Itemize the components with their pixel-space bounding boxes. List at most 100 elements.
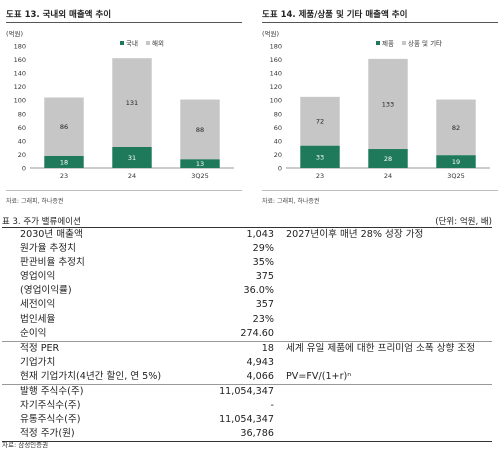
legend-label: 국내 bbox=[126, 39, 138, 48]
table-row: 판관비율 추정치 35% bbox=[2, 256, 492, 270]
y-tick-label: 20 bbox=[18, 151, 26, 159]
bar-top bbox=[368, 58, 408, 150]
y-tick-label: 160 bbox=[14, 56, 26, 64]
chart-product-merch-sales: 도표 14. 제품/상품 및 기타 매출액 추이 (억원) 0 20 40 60 80 10… bbox=[258, 0, 498, 215]
row-note bbox=[276, 298, 492, 312]
y-tick-label: 100 bbox=[14, 97, 26, 105]
data-label: 88 bbox=[196, 126, 204, 134]
table-row: 적정 주가(원) 36,786 bbox=[2, 426, 492, 442]
source-rule bbox=[6, 190, 242, 191]
row-label: 발행 주식수(주) bbox=[2, 383, 192, 399]
table-row: 기업가치 4,943 bbox=[2, 356, 492, 370]
row-note bbox=[276, 284, 492, 298]
row-value: - bbox=[270, 399, 274, 411]
table-row: 적정 PER 18 세계 유일 제품에 대한 프리미엄 소폭 상향 조정 bbox=[2, 340, 492, 356]
chart-svg: (억원) 0 20 40 60 80 100 120 140 160 180 33 72 23 28 133 2… bbox=[262, 29, 490, 180]
row-value: 23% bbox=[252, 313, 274, 325]
row-note bbox=[276, 312, 492, 326]
y-tick-label: 60 bbox=[274, 124, 282, 132]
y-unit-label: (억원) bbox=[262, 29, 279, 38]
y-tick-label: 180 bbox=[270, 43, 282, 51]
legend-label: 제품 bbox=[382, 40, 394, 48]
data-label: 31 bbox=[128, 154, 136, 162]
row-value: 11,054,347 bbox=[219, 413, 274, 425]
row-value: 11,054,347 bbox=[192, 383, 276, 399]
x-tick-label: 23 bbox=[60, 172, 68, 180]
row-label: 법인세율 bbox=[20, 313, 56, 325]
row-note: 세계 유일 제품에 대한 프리미엄 소폭 상향 조정 bbox=[276, 340, 492, 356]
row-note bbox=[276, 383, 492, 399]
legend-label: 상품 및 기타 bbox=[408, 39, 442, 48]
row-note bbox=[276, 399, 492, 413]
row-note: 2027년이후 매년 28% 성장 가정 bbox=[276, 227, 492, 242]
row-label: (영업이익률) bbox=[20, 285, 72, 297]
y-tick-label: 0 bbox=[22, 165, 26, 173]
row-note bbox=[276, 356, 492, 370]
row-value: 1,043 bbox=[192, 227, 276, 242]
chart-domestic-overseas-sales: 도표 13. 국내외 매출액 추이 (억원) 0 20 40 60 80 100 120 140… bbox=[2, 0, 242, 215]
x-tick-label: 3Q25 bbox=[447, 172, 465, 180]
bar-bottom bbox=[368, 149, 408, 168]
y-tick-label: 40 bbox=[274, 137, 282, 145]
bar-top bbox=[112, 58, 152, 147]
table-row: 법인세율 23% bbox=[2, 312, 492, 326]
table-row: 순이익 274.60 bbox=[2, 327, 492, 342]
table-row: 유통주식수(주) 11,054,347 bbox=[2, 413, 492, 427]
chart-source: 자료: 그래피, 하나증권 bbox=[6, 198, 64, 205]
row-note bbox=[276, 327, 492, 342]
data-label: 133 bbox=[382, 100, 394, 108]
y-unit-label: (억원) bbox=[6, 29, 23, 38]
y-tick-label: 120 bbox=[14, 83, 26, 91]
bar-bottom bbox=[112, 146, 152, 168]
bar-top bbox=[44, 97, 84, 156]
chart-source: 자료: 그래피, 하나증권 bbox=[262, 198, 320, 205]
y-tick-label: 0 bbox=[278, 165, 282, 173]
chart-svg: (억원) 0 20 40 60 80 100 120 140 160 180 18 86 23 31 131 2… bbox=[6, 29, 234, 180]
row-note bbox=[276, 426, 492, 442]
y-tick-label: 80 bbox=[18, 110, 26, 118]
data-label: 33 bbox=[316, 153, 324, 161]
bar-bottom bbox=[300, 145, 340, 168]
row-value: 274.60 bbox=[240, 327, 274, 339]
row-value: 36,786 bbox=[192, 426, 276, 442]
table-row: 세전이익 357 bbox=[2, 298, 492, 312]
row-note: PV=FV/(1+r)ⁿ bbox=[286, 370, 352, 382]
table-row: 2030년 매출액 1,043 2027년이후 매년 28% 성장 가정 bbox=[2, 227, 492, 242]
table-row: 현재 기업가치(4년간 할인, 연 5%) 4,066 PV=FV/(1+r)ⁿ bbox=[2, 370, 492, 385]
data-label: 13 bbox=[196, 160, 204, 168]
row-note bbox=[276, 413, 492, 427]
row-label: 적정 주가(원) bbox=[2, 426, 192, 442]
row-label: 자기주식수(주) bbox=[20, 399, 81, 411]
row-note bbox=[276, 256, 492, 270]
row-label: 현재 기업가치(4년간 할인, 연 5%) bbox=[20, 370, 162, 382]
row-value: 35% bbox=[252, 257, 274, 269]
table-source: 자료: 삼성인증권 bbox=[2, 441, 49, 449]
row-label: 세전이익 bbox=[20, 299, 56, 311]
y-tick-label: 120 bbox=[270, 83, 282, 91]
x-tick-label: 24 bbox=[384, 172, 392, 180]
legend-swatch bbox=[402, 41, 406, 45]
y-tick-label: 40 bbox=[18, 137, 26, 145]
legend-swatch bbox=[120, 41, 124, 45]
valuation-table: 2030년 매출액 1,043 2027년이후 매년 28% 성장 가정 원가율 추정… bbox=[2, 227, 492, 442]
row-note bbox=[276, 270, 492, 284]
y-tick-label: 140 bbox=[270, 70, 282, 78]
row-value: 375 bbox=[255, 271, 274, 283]
y-tick-label: 160 bbox=[270, 56, 282, 64]
row-value: 4,943 bbox=[246, 356, 274, 368]
x-tick-label: 23 bbox=[316, 172, 324, 180]
y-tick-label: 140 bbox=[14, 70, 26, 78]
table-row: 원가율 추정치 29% bbox=[2, 242, 492, 256]
data-label: 72 bbox=[316, 118, 324, 126]
row-value: 18 bbox=[192, 340, 276, 356]
title-rule bbox=[262, 22, 498, 23]
table-title: 표 3. 주가 밸류에이션 bbox=[2, 217, 81, 227]
source-rule bbox=[262, 190, 498, 191]
legend-swatch bbox=[376, 41, 380, 45]
data-label: 131 bbox=[126, 99, 138, 107]
data-label: 18 bbox=[60, 158, 68, 166]
data-label: 28 bbox=[384, 155, 392, 163]
bar-bottom bbox=[436, 155, 476, 168]
row-value: 29% bbox=[252, 243, 274, 255]
table-row: 영업이익 375 bbox=[2, 270, 492, 284]
